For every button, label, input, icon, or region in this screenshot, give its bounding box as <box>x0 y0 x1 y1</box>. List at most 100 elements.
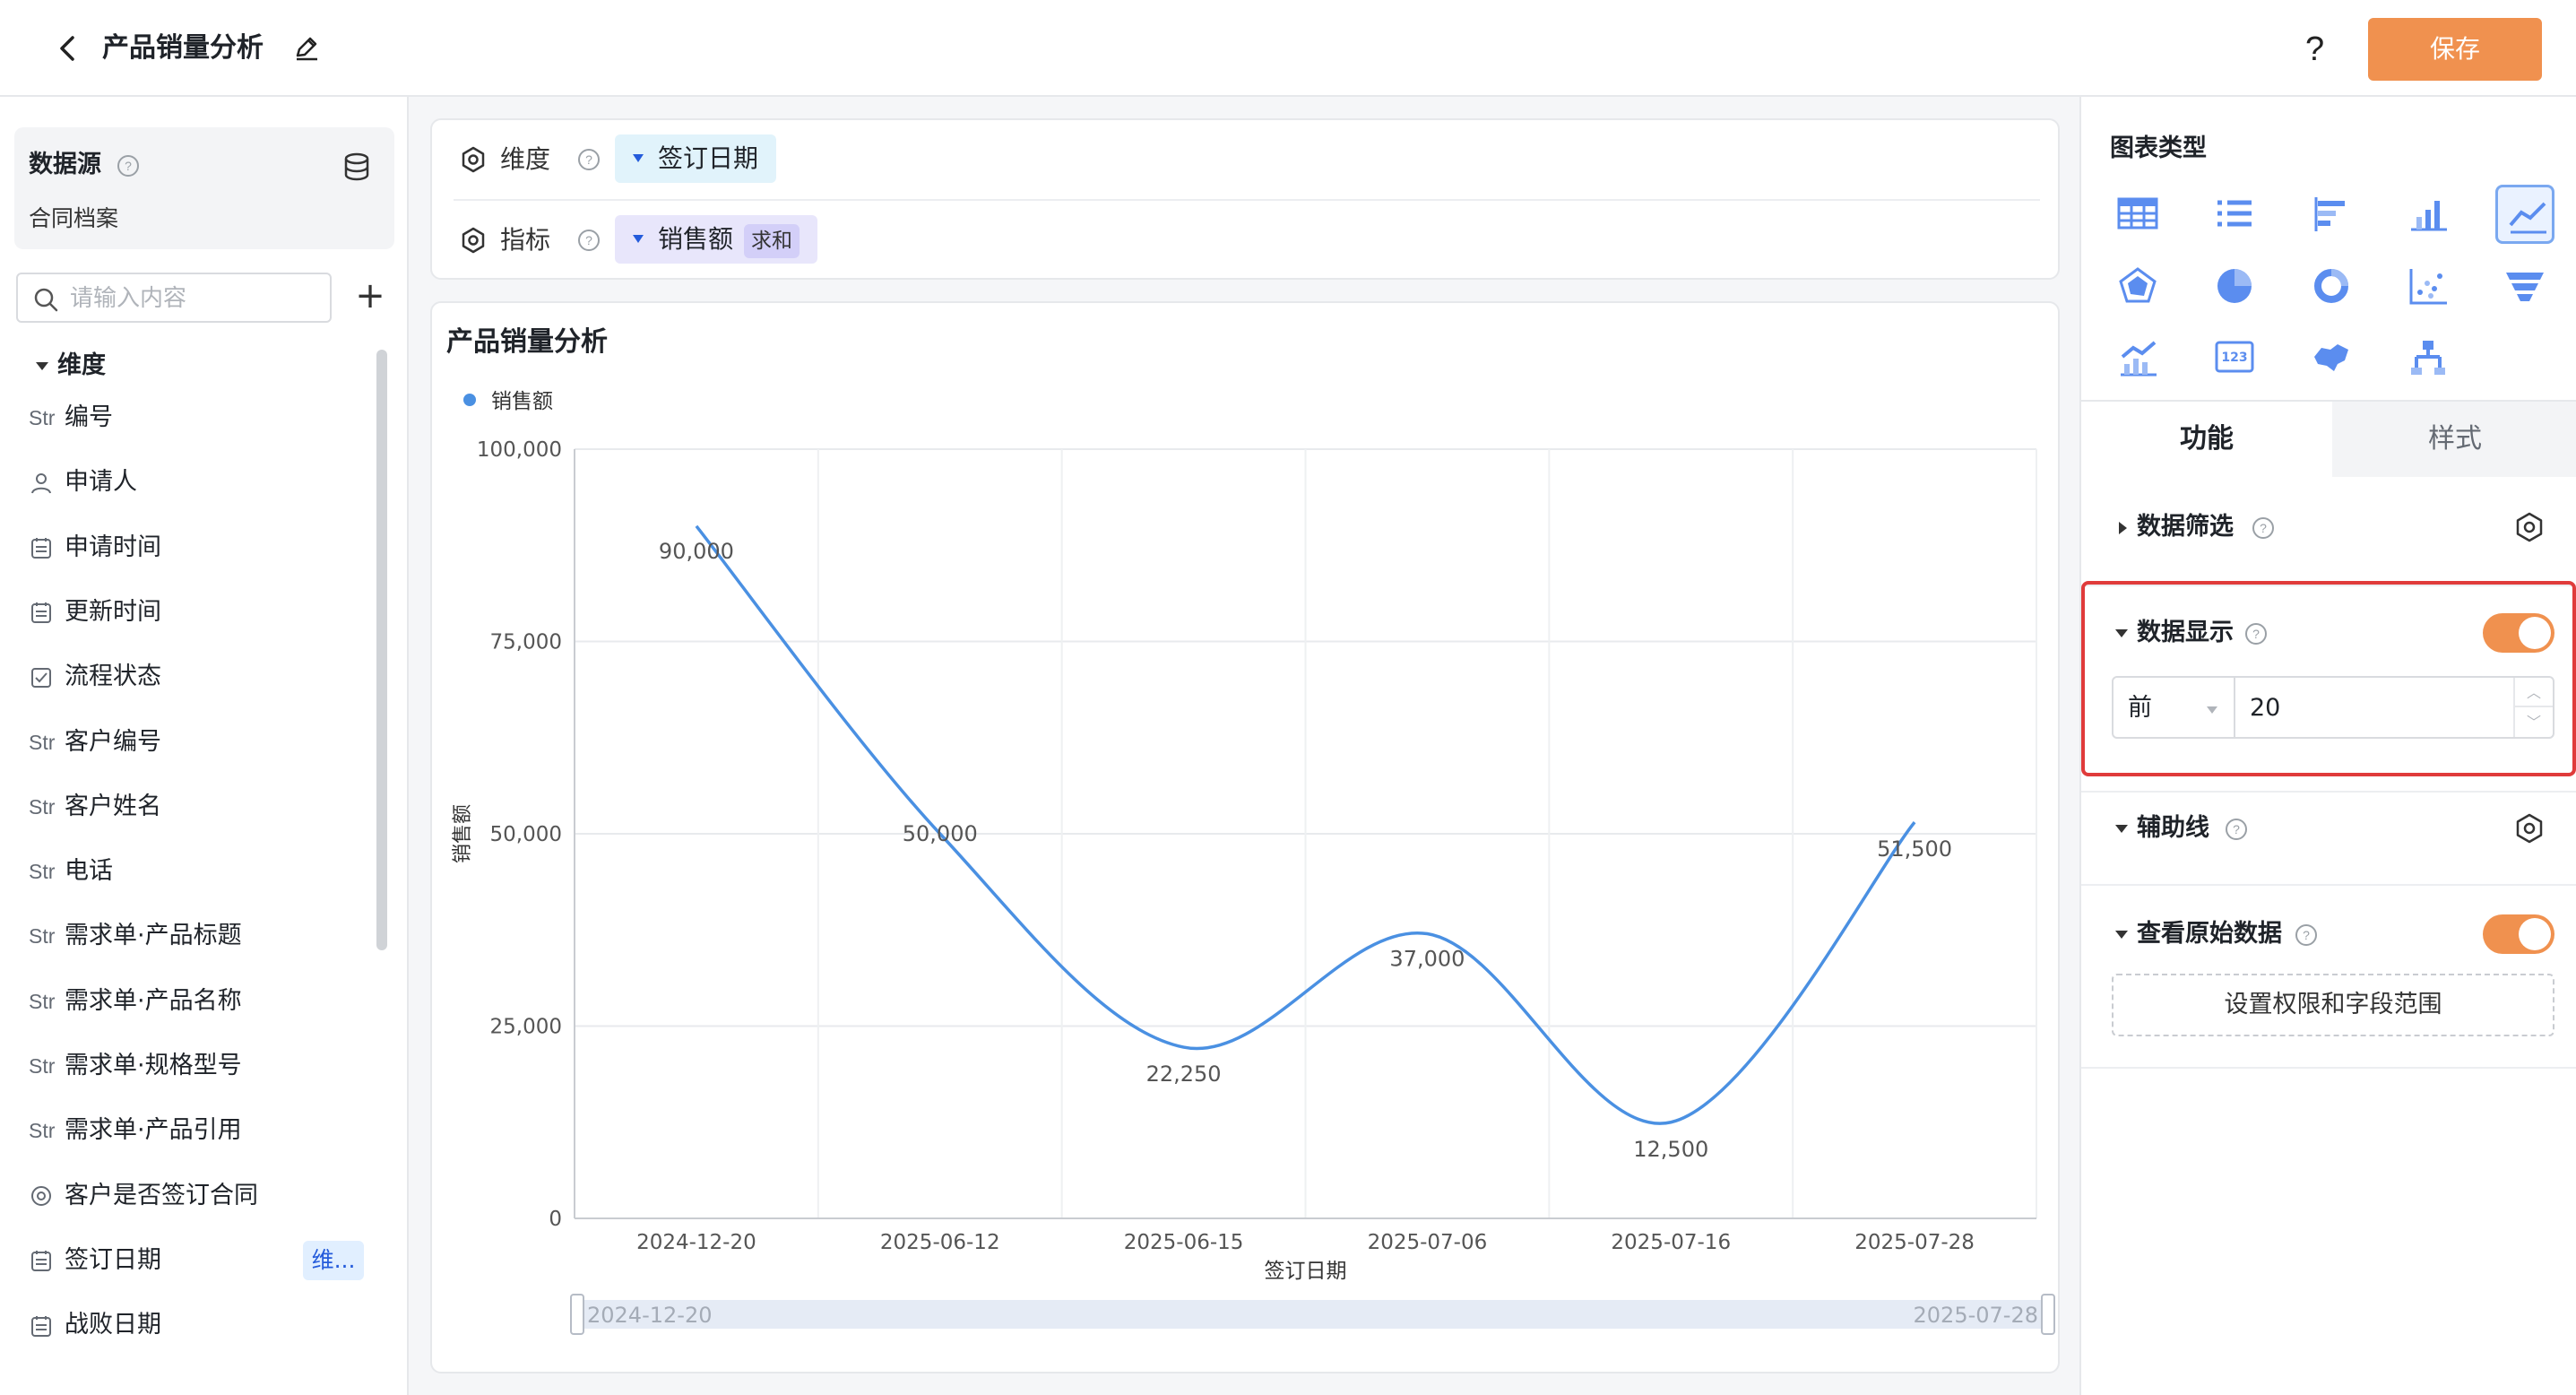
svg-text:?: ? <box>585 152 592 167</box>
collapse-caret-icon[interactable] <box>2115 931 2128 939</box>
field-item[interactable]: 客户是否签订合同 <box>29 1178 258 1214</box>
calendar-icon <box>31 602 51 624</box>
line-icon[interactable] <box>2495 185 2554 244</box>
question-icon[interactable]: ? <box>577 229 601 252</box>
field-type-icon <box>29 1183 65 1209</box>
collapse-caret-icon[interactable] <box>2115 825 2128 833</box>
chart-title: 产品销量分析 <box>446 326 608 358</box>
field-label: 申请人 <box>65 468 137 497</box>
donut-icon[interactable] <box>2302 256 2361 316</box>
field-item[interactable]: Str 客户编号 <box>29 724 161 760</box>
caret-down-icon <box>2207 706 2217 714</box>
field-role-badge[interactable]: 维... <box>303 1240 364 1280</box>
display-toggle[interactable] <box>2483 613 2554 653</box>
highlight-box <box>2081 581 2576 776</box>
refline-section-title[interactable]: 辅助线 <box>2137 814 2209 842</box>
datasource-card[interactable]: 数据源 ? 合同档案 <box>14 127 394 249</box>
y-tick-label: 0 <box>549 1208 562 1231</box>
field-item[interactable]: 更新时间 <box>29 594 161 630</box>
pie-icon[interactable] <box>2205 256 2264 316</box>
metric-chip[interactable]: 销售额 求和 <box>615 215 818 264</box>
edit-pencil-icon[interactable] <box>292 34 321 63</box>
divider <box>2081 585 2576 586</box>
question-icon[interactable]: ? <box>2225 818 2248 841</box>
raw-data-section-title[interactable]: 查看原始数据 <box>2137 920 2282 948</box>
number-icon[interactable]: 123 <box>2205 328 2264 387</box>
field-item[interactable]: Str 客户姓名 <box>29 789 161 825</box>
stepper-down-icon[interactable]: ﹀ <box>2526 714 2541 731</box>
tab-style[interactable]: 样式 <box>2332 402 2576 477</box>
question-icon[interactable]: ? <box>2244 622 2268 646</box>
database-icon[interactable] <box>341 151 373 183</box>
field-type-icon <box>29 665 65 690</box>
tab-function[interactable]: 功能 <box>2081 402 2332 477</box>
data-label: 37,000 <box>1389 947 1465 972</box>
scrollbar[interactable] <box>376 350 387 950</box>
collapse-caret-icon[interactable] <box>2115 629 2128 637</box>
bar-icon[interactable] <box>2399 185 2458 244</box>
y-tick-label: 50,000 <box>490 823 562 846</box>
field-item[interactable]: Str 电话 <box>29 853 113 889</box>
filter-section-title[interactable]: 数据筛选 <box>2137 513 2234 541</box>
field-label: 更新时间 <box>65 597 161 626</box>
radar-icon[interactable] <box>2108 256 2167 316</box>
field-item[interactable]: Str 需求单·产品标题 <box>29 918 242 954</box>
field-item[interactable]: 签订日期 <box>29 1243 161 1278</box>
question-icon[interactable]: ? <box>577 148 601 171</box>
question-icon[interactable]: ? <box>2252 516 2275 540</box>
field-label: 申请时间 <box>65 533 161 561</box>
raw-data-toggle[interactable] <box>2483 914 2554 954</box>
divider <box>2081 791 2576 793</box>
bar-horizontal-icon[interactable] <box>2302 185 2361 244</box>
gear-icon[interactable] <box>2513 511 2546 543</box>
dimension-heading[interactable]: 维度 <box>57 351 106 379</box>
map-icon[interactable] <box>2302 328 2361 387</box>
svg-text:?: ? <box>125 159 132 173</box>
add-field-button[interactable]: + <box>355 275 385 316</box>
caret-down-icon <box>633 235 644 243</box>
field-item[interactable]: 申请人 <box>29 464 137 500</box>
permission-button[interactable]: 设置权限和字段范围 <box>2112 974 2554 1036</box>
divider <box>2081 884 2576 886</box>
field-item[interactable]: 申请时间 <box>29 530 161 566</box>
collapse-caret-icon[interactable] <box>36 362 48 370</box>
field-item[interactable]: Str 需求单·产品名称 <box>29 983 242 1019</box>
string-type-icon: Str <box>29 1119 56 1143</box>
funnel-icon[interactable] <box>2495 256 2554 316</box>
display-count-input[interactable]: 20 ︿ ﹀ <box>2234 676 2554 739</box>
field-label: 需求单·产品标题 <box>65 922 242 950</box>
field-type-icon <box>29 1313 65 1339</box>
question-icon[interactable]: ? <box>117 154 140 178</box>
dimension-chip[interactable]: 签订日期 <box>615 134 777 183</box>
combo-icon[interactable] <box>2108 328 2167 387</box>
tree-icon[interactable] <box>2399 328 2458 387</box>
display-section-title[interactable]: 数据显示 <box>2137 619 2234 646</box>
aggregation-tag[interactable]: 求和 <box>744 224 800 258</box>
table-icon[interactable] <box>2108 185 2167 244</box>
settings-icon <box>462 227 485 254</box>
field-search-input[interactable]: 请输入内容 <box>16 273 332 323</box>
field-item[interactable]: Str 需求单·规格型号 <box>29 1048 242 1084</box>
scatter-icon[interactable] <box>2399 256 2458 316</box>
field-item[interactable]: 流程状态 <box>29 659 161 695</box>
svg-text:123: 123 <box>2221 351 2247 365</box>
expand-caret-icon[interactable] <box>2119 522 2127 534</box>
field-item[interactable]: Str 需求单·产品引用 <box>29 1113 242 1148</box>
field-item[interactable]: Str 编号 <box>29 400 113 436</box>
x-tick-label: 2025-06-12 <box>880 1231 1000 1254</box>
stepper-up-icon[interactable]: ︿ <box>2515 678 2553 707</box>
field-label: 需求单·产品名称 <box>65 986 242 1015</box>
display-mode-select[interactable]: 前 <box>2112 676 2235 739</box>
back-arrow-icon[interactable] <box>52 30 84 66</box>
help-icon[interactable]: ? <box>2305 30 2325 68</box>
calendar-icon <box>31 1251 51 1272</box>
number-stepper[interactable]: ︿ ﹀ <box>2513 678 2553 737</box>
save-button[interactable]: 保存 <box>2368 18 2542 81</box>
question-icon[interactable]: ? <box>2295 923 2318 947</box>
x-tick-label: 2025-07-16 <box>1611 1231 1731 1254</box>
legend-label: 销售额 <box>491 390 553 413</box>
gear-icon[interactable] <box>2513 812 2546 845</box>
list-icon[interactable] <box>2205 185 2264 244</box>
data-label: 90,000 <box>659 539 734 564</box>
field-item[interactable]: 战败日期 <box>29 1307 161 1343</box>
